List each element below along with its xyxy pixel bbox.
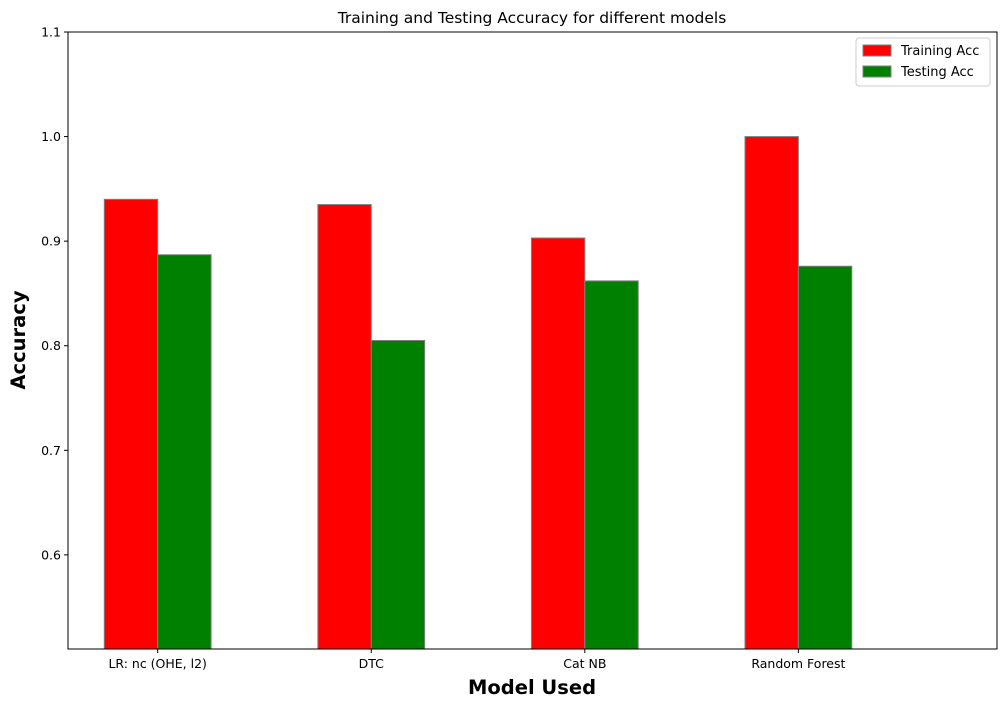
y-tick-label: 1.1 bbox=[41, 25, 61, 40]
bar-testing-2 bbox=[584, 280, 639, 650]
bar-testing-0 bbox=[157, 254, 212, 650]
x-axis-label: Model Used bbox=[468, 676, 596, 699]
bar-testing-1 bbox=[370, 340, 426, 650]
y-tick-label: 0.9 bbox=[41, 234, 61, 249]
bar-training-3 bbox=[744, 136, 799, 650]
legend-swatch bbox=[862, 65, 892, 78]
legend-label: Testing Acc bbox=[900, 65, 974, 80]
bar-training-1 bbox=[317, 204, 372, 650]
x-tick-label: Cat NB bbox=[563, 656, 606, 671]
y-tick-label: 0.8 bbox=[41, 338, 61, 353]
bars-layer bbox=[103, 136, 853, 650]
y-axis: 0.6 0.7 0.8 0.9 1.0 1.1 bbox=[41, 25, 68, 562]
y-tick-label: 1.0 bbox=[41, 129, 61, 144]
y-tick-label: 0.6 bbox=[41, 547, 61, 562]
bar-testing-3 bbox=[797, 265, 853, 650]
legend: Training Acc Testing Acc bbox=[855, 37, 991, 87]
chart-title: Training and Testing Accuracy for differ… bbox=[337, 9, 727, 27]
x-axis: LR: nc (OHE, l2) DTC Cat NB Random Forest bbox=[108, 649, 846, 671]
bar-training-0 bbox=[103, 198, 159, 650]
legend-swatch bbox=[862, 44, 892, 57]
y-tick-label: 0.7 bbox=[41, 443, 61, 458]
y-axis-label: Accuracy bbox=[7, 290, 30, 389]
x-tick-label: LR: nc (OHE, l2) bbox=[108, 656, 206, 671]
legend-label: Training Acc bbox=[900, 44, 979, 59]
x-tick-label: Random Forest bbox=[751, 656, 845, 671]
plot-frame bbox=[67, 31, 998, 650]
bar-training-2 bbox=[530, 237, 586, 650]
x-tick-label: DTC bbox=[359, 656, 385, 671]
